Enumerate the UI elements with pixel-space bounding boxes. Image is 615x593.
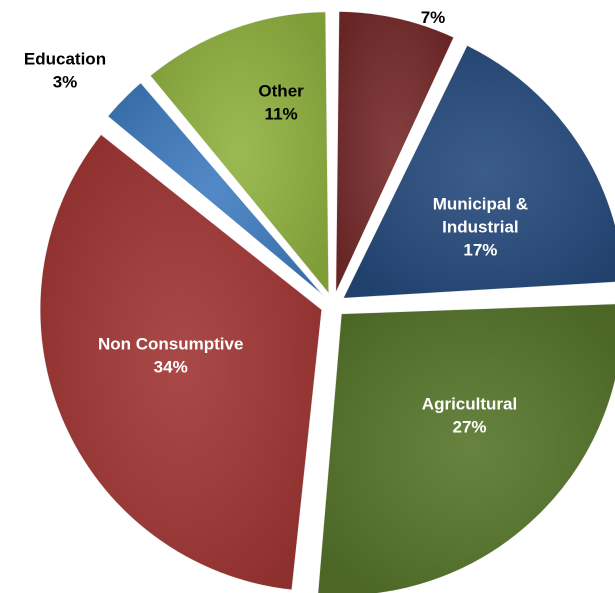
pie-slice-shade-1 xyxy=(342,45,615,299)
pie-label-municipal-industrial-1: Municipal & Industrial 17% xyxy=(433,194,528,259)
pie-slice-shade-2 xyxy=(317,303,615,593)
slice-value-label: 7% xyxy=(421,8,446,27)
pie-label-education-4: Education 3% xyxy=(24,50,106,92)
slice-value-label: 27% xyxy=(452,418,486,437)
pie-labels: 7% Municipal & Industrial 17% Agricultural 27… xyxy=(24,8,528,437)
slice-value-label: 3% xyxy=(53,73,78,92)
pie-slice-shade-0 xyxy=(335,11,454,294)
pie-label-non-consumptive-3: Non Consumptive 34% xyxy=(98,335,243,377)
pie-slice-shade-3 xyxy=(39,134,322,591)
slice-category-label: Non Consumptive xyxy=(98,335,243,354)
pie-label-slice-0: 7% xyxy=(421,8,446,27)
slice-category-label: Industrial xyxy=(442,217,519,236)
slice-category-label: Agricultural xyxy=(422,395,517,414)
pie-slices xyxy=(39,10,615,593)
slice-category-label: Education xyxy=(24,50,106,69)
pie-slice-shade-5 xyxy=(150,11,329,294)
pie-label-agricultural-2: Agricultural 27% xyxy=(422,395,517,437)
slice-value-label: 11% xyxy=(265,105,298,124)
pie-slice-shade-4 xyxy=(107,82,325,297)
slice-category-label: Other xyxy=(258,82,304,101)
slice-value-label: 34% xyxy=(154,358,188,377)
pie-label-other-5: Other 11% xyxy=(258,82,304,124)
slice-value-label: 17% xyxy=(463,240,497,259)
slice-category-label: Municipal & xyxy=(433,194,528,213)
